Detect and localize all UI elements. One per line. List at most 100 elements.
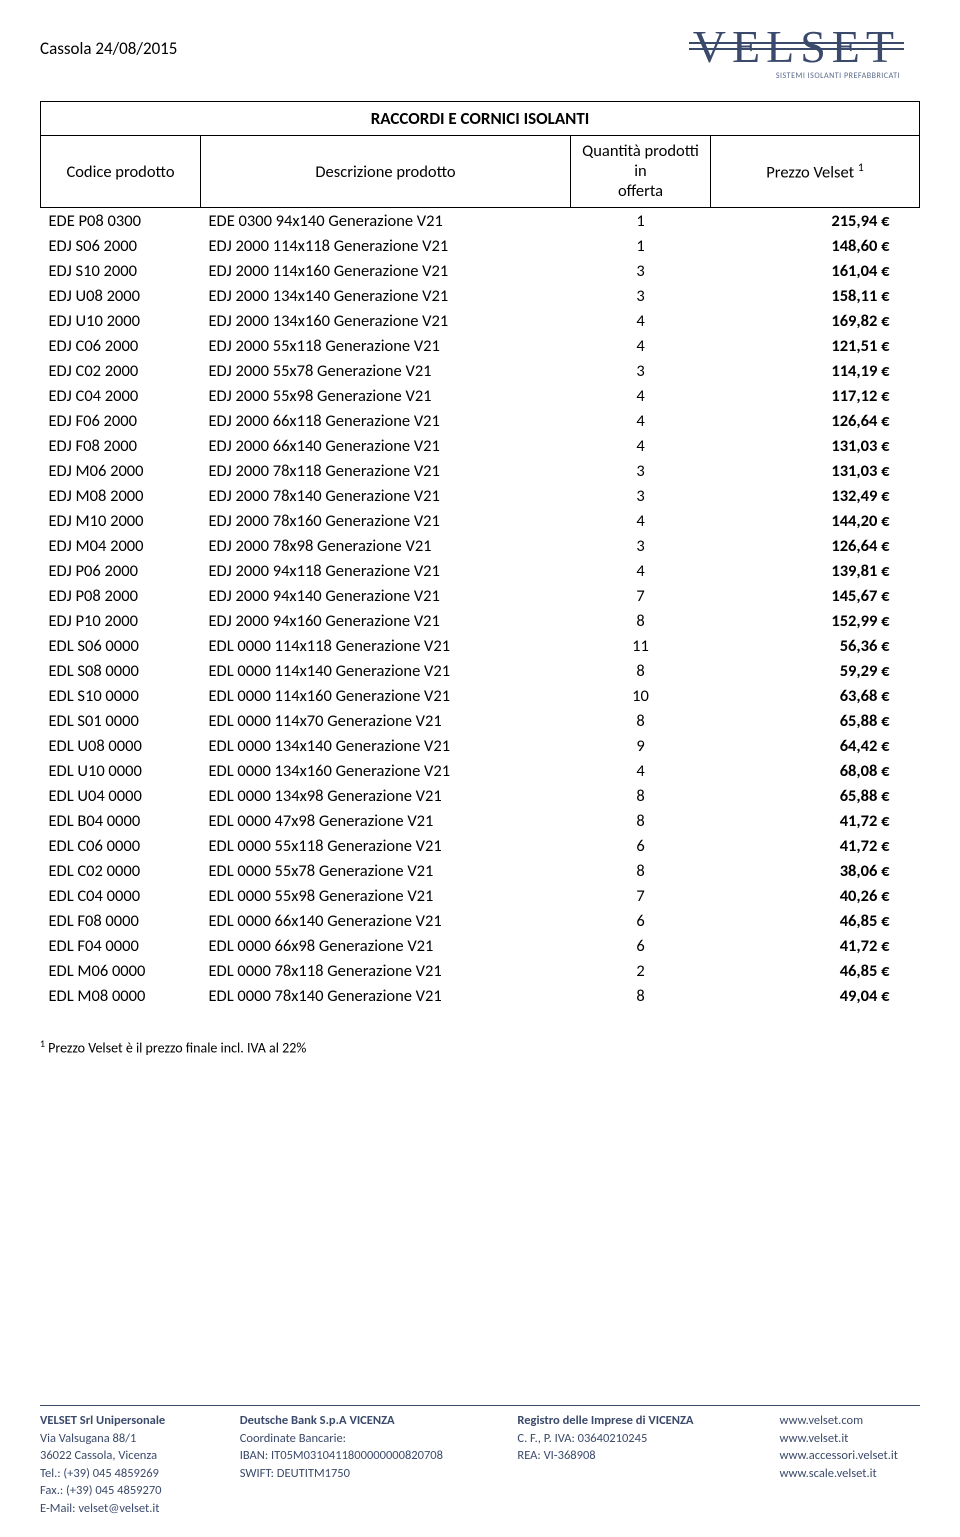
cell-qty: 4 [571,408,711,433]
cell-desc: EDL 0000 134x140 Generazione V21 [201,733,571,758]
page-footer: VELSET Srl Unipersonale Via Valsugana 88… [40,1405,920,1517]
cell-qty: 6 [571,833,711,858]
cell-code: EDL C06 0000 [41,833,201,858]
cell-qty: 3 [571,283,711,308]
table-row: EDJ M10 2000EDJ 2000 78x160 Generazione … [41,508,920,533]
cell-price: 148,60 € [711,233,920,258]
cell-code: EDJ F08 2000 [41,433,201,458]
cell-qty: 4 [571,508,711,533]
table-row: EDL F08 0000EDL 0000 66x140 Generazione … [41,908,920,933]
cell-price: 56,36 € [711,633,920,658]
cell-desc: EDL 0000 78x140 Generazione V21 [201,983,571,1008]
cell-price: 126,64 € [711,533,920,558]
cell-code: EDL U08 0000 [41,733,201,758]
cell-qty: 7 [571,883,711,908]
cell-qty: 9 [571,733,711,758]
table-row: EDJ U08 2000EDJ 2000 134x140 Generazione… [41,283,920,308]
cell-qty: 4 [571,383,711,408]
cell-code: EDJ U08 2000 [41,283,201,308]
cell-qty: 3 [571,358,711,383]
table-row: EDL S08 0000EDL 0000 114x140 Generazione… [41,658,920,683]
cell-price: 215,94 € [711,208,920,234]
cell-desc: EDJ 2000 78x98 Generazione V21 [201,533,571,558]
table-row: EDL S06 0000EDL 0000 114x118 Generazione… [41,633,920,658]
cell-desc: EDL 0000 114x140 Generazione V21 [201,658,571,683]
cell-code: EDJ C06 2000 [41,333,201,358]
cell-code: EDL S06 0000 [41,633,201,658]
table-row: EDJ M08 2000EDJ 2000 78x140 Generazione … [41,483,920,508]
cell-desc: EDJ 2000 55x98 Generazione V21 [201,383,571,408]
table-row: EDJ F08 2000EDJ 2000 66x140 Generazione … [41,433,920,458]
cell-price: 132,49 € [711,483,920,508]
table-row: EDJ C06 2000EDJ 2000 55x118 Generazione … [41,333,920,358]
table-row: EDL F04 0000EDL 0000 66x98 Generazione V… [41,933,920,958]
cell-qty: 8 [571,808,711,833]
cell-price: 41,72 € [711,808,920,833]
cell-price: 121,51 € [711,333,920,358]
cell-desc: EDJ 2000 78x140 Generazione V21 [201,483,571,508]
cell-qty: 8 [571,608,711,633]
cell-price: 161,04 € [711,258,920,283]
cell-qty: 3 [571,258,711,283]
table-row: EDL S10 0000EDL 0000 114x160 Generazione… [41,683,920,708]
table-row: EDJ S10 2000EDJ 2000 114x160 Generazione… [41,258,920,283]
cell-qty: 8 [571,708,711,733]
table-row: EDL U10 0000EDL 0000 134x160 Generazione… [41,758,920,783]
cell-desc: EDJ 2000 134x140 Generazione V21 [201,283,571,308]
cell-qty: 4 [571,308,711,333]
cell-code: EDJ P06 2000 [41,558,201,583]
table-row: EDJ C02 2000EDJ 2000 55x78 Generazione V… [41,358,920,383]
page-header: Cassola 24/08/2015 VELSET SISTEMI ISOLAN… [0,0,960,91]
cell-desc: EDL 0000 66x98 Generazione V21 [201,933,571,958]
cell-code: EDJ P10 2000 [41,608,201,633]
cell-price: 144,20 € [711,508,920,533]
cell-desc: EDJ 2000 94x160 Generazione V21 [201,608,571,633]
cell-desc: EDL 0000 78x118 Generazione V21 [201,958,571,983]
cell-price: 169,82 € [711,308,920,333]
table-row: EDJ U10 2000EDJ 2000 134x160 Generazione… [41,308,920,333]
cell-price: 68,08 € [711,758,920,783]
cell-code: EDJ P08 2000 [41,583,201,608]
cell-qty: 8 [571,858,711,883]
cell-code: EDE P08 0300 [41,208,201,234]
table-row: EDL U08 0000EDL 0000 134x140 Generazione… [41,733,920,758]
table-row: EDJ S06 2000EDJ 2000 114x118 Generazione… [41,233,920,258]
table-row: EDL M06 0000EDL 0000 78x118 Generazione … [41,958,920,983]
cell-desc: EDJ 2000 78x118 Generazione V21 [201,458,571,483]
footer-websites: www.velset.com www.velset.it www.accesso… [780,1412,920,1517]
cell-qty: 1 [571,233,711,258]
cell-qty: 7 [571,583,711,608]
cell-code: EDJ C04 2000 [41,383,201,408]
cell-price: 131,03 € [711,458,920,483]
column-header-price: Prezzo Velset 1 [711,136,920,208]
table-row: EDJ P10 2000EDJ 2000 94x160 Generazione … [41,608,920,633]
footnote: 1 Prezzo Velset è il prezzo finale incl.… [40,1038,920,1057]
cell-price: 46,85 € [711,958,920,983]
cell-price: 63,68 € [711,683,920,708]
cell-qty: 3 [571,483,711,508]
cell-desc: EDL 0000 55x118 Generazione V21 [201,833,571,858]
cell-price: 65,88 € [711,783,920,808]
cell-desc: EDL 0000 114x70 Generazione V21 [201,708,571,733]
cell-code: EDJ U10 2000 [41,308,201,333]
cell-code: EDJ S06 2000 [41,233,201,258]
cell-desc: EDJ 2000 134x160 Generazione V21 [201,308,571,333]
cell-price: 41,72 € [711,833,920,858]
cell-code: EDJ M04 2000 [41,533,201,558]
cell-price: 145,67 € [711,583,920,608]
cell-desc: EDJ 2000 66x140 Generazione V21 [201,433,571,458]
cell-desc: EDJ 2000 66x118 Generazione V21 [201,408,571,433]
cell-code: EDL F08 0000 [41,908,201,933]
cell-code: EDL S10 0000 [41,683,201,708]
table-row: EDL B04 0000EDL 0000 47x98 Generazione V… [41,808,920,833]
table-row: EDJ F06 2000EDJ 2000 66x118 Generazione … [41,408,920,433]
footer-bank-info: Deutsche Bank S.p.A VICENZA Coordinate B… [240,1412,490,1517]
cell-qty: 3 [571,533,711,558]
cell-code: EDL M06 0000 [41,958,201,983]
cell-price: 65,88 € [711,708,920,733]
cell-desc: EDJ 2000 55x118 Generazione V21 [201,333,571,358]
cell-code: EDL S01 0000 [41,708,201,733]
cell-code: EDL U04 0000 [41,783,201,808]
table-row: EDL C04 0000EDL 0000 55x98 Generazione V… [41,883,920,908]
column-header-qty: Quantità prodotti in offerta [571,136,711,208]
